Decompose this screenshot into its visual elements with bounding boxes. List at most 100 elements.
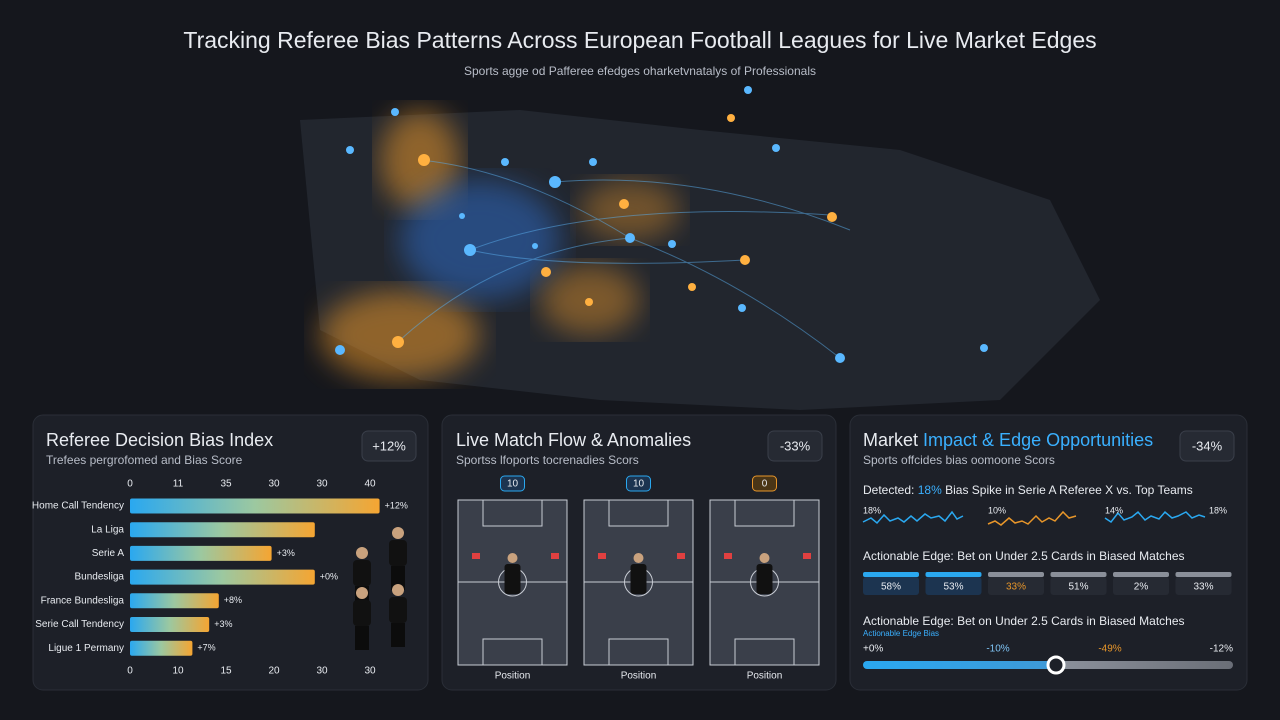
detected-prefix: Detected: [863,483,914,497]
panel [849,414,1248,691]
pitch-label: Position [621,671,657,682]
pitch-label: Position [495,671,531,682]
pitch-box [482,638,543,666]
flag [803,553,811,559]
count-text: 10 [507,479,519,490]
referee-body [756,564,773,594]
pitch-box [482,499,543,527]
badge-text: +12% [372,438,406,453]
flag [598,553,606,559]
axis-label: 0 [127,666,133,677]
pill-bar [925,572,982,577]
referee-body [389,597,407,623]
category-label: Home Call Tendency [32,501,124,512]
panel-title: Market Impact & Edge Opportunities [863,430,1153,450]
detected-line: Detected: 18% Bias Spike in Serie A Refe… [863,483,1193,497]
axis-label: 10 [172,666,184,677]
axis-label: 35 [220,479,232,490]
pill [1113,577,1169,595]
referee-head [759,553,770,563]
referee-head [507,553,518,563]
sparklines [862,510,1206,526]
pill-label: 2% [1134,582,1149,593]
value-label: +0% [320,571,338,581]
pill [925,577,982,595]
bar [130,593,219,609]
count-badge [752,475,777,492]
edge-text: Actionable Edge: Bet on Under 2.5 Cards … [863,549,1185,563]
detected-highlight: 18% [918,483,942,497]
axis-label: 11 [173,479,184,490]
value-label: +8% [224,595,242,605]
referee-legs [391,623,405,647]
pill [988,577,1044,595]
badge-text: -33% [780,438,811,453]
slider-label: -10% [986,644,1009,655]
panel-subtitle: Trefees pergrofomed and Bias Score [46,453,243,467]
referee-body [630,564,647,594]
referee-body [353,560,371,586]
panel-title: Referee Decision Bias Index [46,430,273,450]
referee-head [356,587,368,599]
slider-label: +0% [863,644,883,655]
badge [361,430,417,462]
edge-text: Actionable Edge: Bet on Under 2.5 Cards … [863,614,1185,628]
sparkline-label: 18% [1209,505,1227,515]
flag [472,553,480,559]
badge-text: -34% [1192,438,1223,453]
bar [130,617,210,632]
bar-chart: 0 11 35 30 30 40 0 10 15 20 30 30 Home Call Tendency… [32,479,408,677]
pitch-box [734,638,795,666]
bar [130,640,193,656]
pills: 58% 53% 33% 51% 2% 33% [863,572,1232,595]
count-badge [626,475,651,492]
flag [677,553,685,559]
pitches: 10 Position 10 Position 0 Position [457,475,820,682]
value-label: +12% [385,500,408,510]
slider-label: -12% [1210,644,1233,655]
pill [1175,577,1232,595]
referee-body [389,540,407,566]
pill-bar [1175,572,1232,577]
axis-label: 15 [220,666,232,677]
flag [551,553,559,559]
referee-legs [355,626,369,650]
category-label: Serie A [92,548,125,559]
sparkline-label: 18% [863,505,881,515]
referee-head [392,527,404,539]
category-label: La Liga [91,524,124,535]
pill-label: 51% [1068,582,1088,593]
bar [130,569,315,585]
pill-bar [988,572,1044,577]
badge [1179,430,1235,462]
slider-caption: Actionable Edge Bias [863,629,939,638]
referee-body [504,564,521,594]
pitch-box [608,638,669,666]
axis-label: 0 [127,479,133,490]
axis-label: 30 [316,666,328,677]
panel-title: Live Match Flow & Anomalies [456,430,691,450]
page-title: Tracking Referee Bias Patterns Across Eu… [183,27,1096,53]
count-text: 0 [762,479,768,490]
count-text: 10 [633,479,645,490]
slider-labels: +0% -10% -49% -12% [863,644,1233,655]
value-label: +3% [277,548,295,558]
axis-label: 40 [364,479,376,490]
badge [767,430,823,462]
title-highlight: Impact & Edge Opportunities [923,430,1153,450]
value-label: +3% [214,619,232,629]
bar [130,522,315,538]
pill-bar [1113,572,1169,577]
flag [724,553,732,559]
axis-label: 30 [268,479,280,490]
slider-knob[interactable] [1046,655,1066,675]
panel-subtitle: Sports offcides bias oomoone Scors [863,453,1055,467]
pill [1050,577,1107,595]
axis-label: 30 [316,479,328,490]
count-badge [500,475,525,492]
pill-bar [863,572,919,577]
map [300,86,1100,410]
referee-head [633,553,644,563]
sparkline-labels: 18% 10% 14% 18% [863,505,1227,515]
